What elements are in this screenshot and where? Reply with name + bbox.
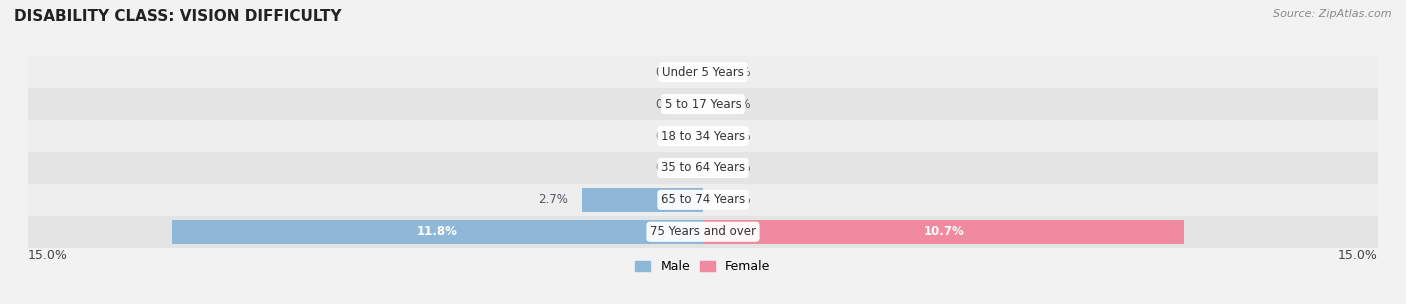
- Text: 65 to 74 Years: 65 to 74 Years: [661, 193, 745, 206]
- Text: 15.0%: 15.0%: [28, 249, 67, 262]
- Bar: [172, 220, 703, 244]
- Bar: [28, 216, 1378, 248]
- Text: Under 5 Years: Under 5 Years: [662, 66, 744, 79]
- Text: 10.7%: 10.7%: [924, 225, 965, 238]
- Text: 18 to 34 Years: 18 to 34 Years: [661, 130, 745, 143]
- Text: 5 to 17 Years: 5 to 17 Years: [665, 98, 741, 111]
- Text: 0.0%: 0.0%: [721, 193, 751, 206]
- Bar: [28, 152, 1378, 184]
- Text: 0.0%: 0.0%: [721, 98, 751, 111]
- Text: 2.7%: 2.7%: [538, 193, 568, 206]
- Text: 0.0%: 0.0%: [721, 66, 751, 79]
- Text: 0.0%: 0.0%: [655, 161, 685, 174]
- Bar: [703, 220, 1184, 244]
- Text: 0.0%: 0.0%: [655, 98, 685, 111]
- Text: 15.0%: 15.0%: [1339, 249, 1378, 262]
- Text: 0.0%: 0.0%: [655, 130, 685, 143]
- Text: Source: ZipAtlas.com: Source: ZipAtlas.com: [1274, 9, 1392, 19]
- Text: 35 to 64 Years: 35 to 64 Years: [661, 161, 745, 174]
- Bar: [28, 56, 1378, 88]
- Text: 75 Years and over: 75 Years and over: [650, 225, 756, 238]
- Text: 11.8%: 11.8%: [418, 225, 458, 238]
- Text: 0.0%: 0.0%: [655, 66, 685, 79]
- Text: DISABILITY CLASS: VISION DIFFICULTY: DISABILITY CLASS: VISION DIFFICULTY: [14, 9, 342, 24]
- Bar: [582, 188, 703, 212]
- Bar: [28, 120, 1378, 152]
- Bar: [28, 184, 1378, 216]
- Text: 0.0%: 0.0%: [721, 161, 751, 174]
- Legend: Male, Female: Male, Female: [630, 255, 776, 278]
- Text: 0.0%: 0.0%: [721, 130, 751, 143]
- Bar: [28, 88, 1378, 120]
